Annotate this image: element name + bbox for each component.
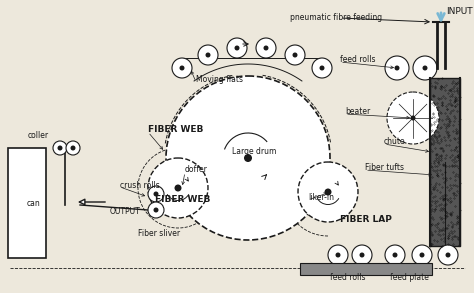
Circle shape [319,66,325,71]
Circle shape [336,253,340,258]
Circle shape [385,245,405,265]
Circle shape [174,185,182,192]
Text: OUTPUT: OUTPUT [110,207,141,217]
Circle shape [154,207,158,212]
Text: FIBER WEB: FIBER WEB [155,195,210,205]
Circle shape [419,253,425,258]
Circle shape [298,162,358,222]
Circle shape [387,92,439,144]
Text: chute: chute [384,137,406,146]
Circle shape [148,158,208,218]
Circle shape [66,141,80,155]
Circle shape [148,202,164,218]
Circle shape [359,253,365,258]
Circle shape [410,115,416,120]
Circle shape [285,45,305,65]
Text: beater: beater [345,108,370,117]
Circle shape [422,66,428,71]
Circle shape [385,56,409,80]
Circle shape [394,66,400,71]
Text: Large drum: Large drum [232,147,276,156]
Text: FIBER LAP: FIBER LAP [340,215,392,224]
Bar [430,78,460,246]
Circle shape [312,58,332,78]
Circle shape [180,66,184,71]
Circle shape [412,245,432,265]
Text: feed rolls: feed rolls [330,273,365,282]
Circle shape [166,76,330,240]
Circle shape [71,146,75,151]
Circle shape [392,253,398,258]
Circle shape [53,141,67,155]
Circle shape [244,154,252,162]
Circle shape [352,245,372,265]
Text: INPUT: INPUT [446,8,473,16]
Circle shape [292,52,298,57]
Text: doffer: doffer [185,166,208,175]
Text: feed rolls: feed rolls [340,55,375,64]
Circle shape [264,45,268,50]
Circle shape [235,45,239,50]
Circle shape [328,245,348,265]
Circle shape [206,52,210,57]
Circle shape [256,38,276,58]
Circle shape [446,253,450,258]
Circle shape [438,245,458,265]
Bar [8,148,46,258]
Circle shape [154,192,158,197]
Text: can: can [27,198,41,207]
Text: FIBER WEB: FIBER WEB [148,125,203,134]
Text: Fiber tufts: Fiber tufts [365,163,404,173]
Text: pneumatic fibre feeding: pneumatic fibre feeding [290,13,382,23]
Circle shape [57,146,63,151]
Text: liker-in: liker-in [308,193,334,202]
Circle shape [198,45,218,65]
Text: feed plate: feed plate [390,273,429,282]
Text: crush rolls: crush rolls [120,180,160,190]
Bar [300,263,432,275]
Circle shape [172,58,192,78]
Text: Moving flats: Moving flats [196,76,243,84]
Circle shape [148,186,164,202]
Circle shape [227,38,247,58]
Circle shape [325,188,331,195]
Text: Fiber sliver: Fiber sliver [138,229,180,238]
Text: coller: coller [28,130,49,139]
Circle shape [413,56,437,80]
